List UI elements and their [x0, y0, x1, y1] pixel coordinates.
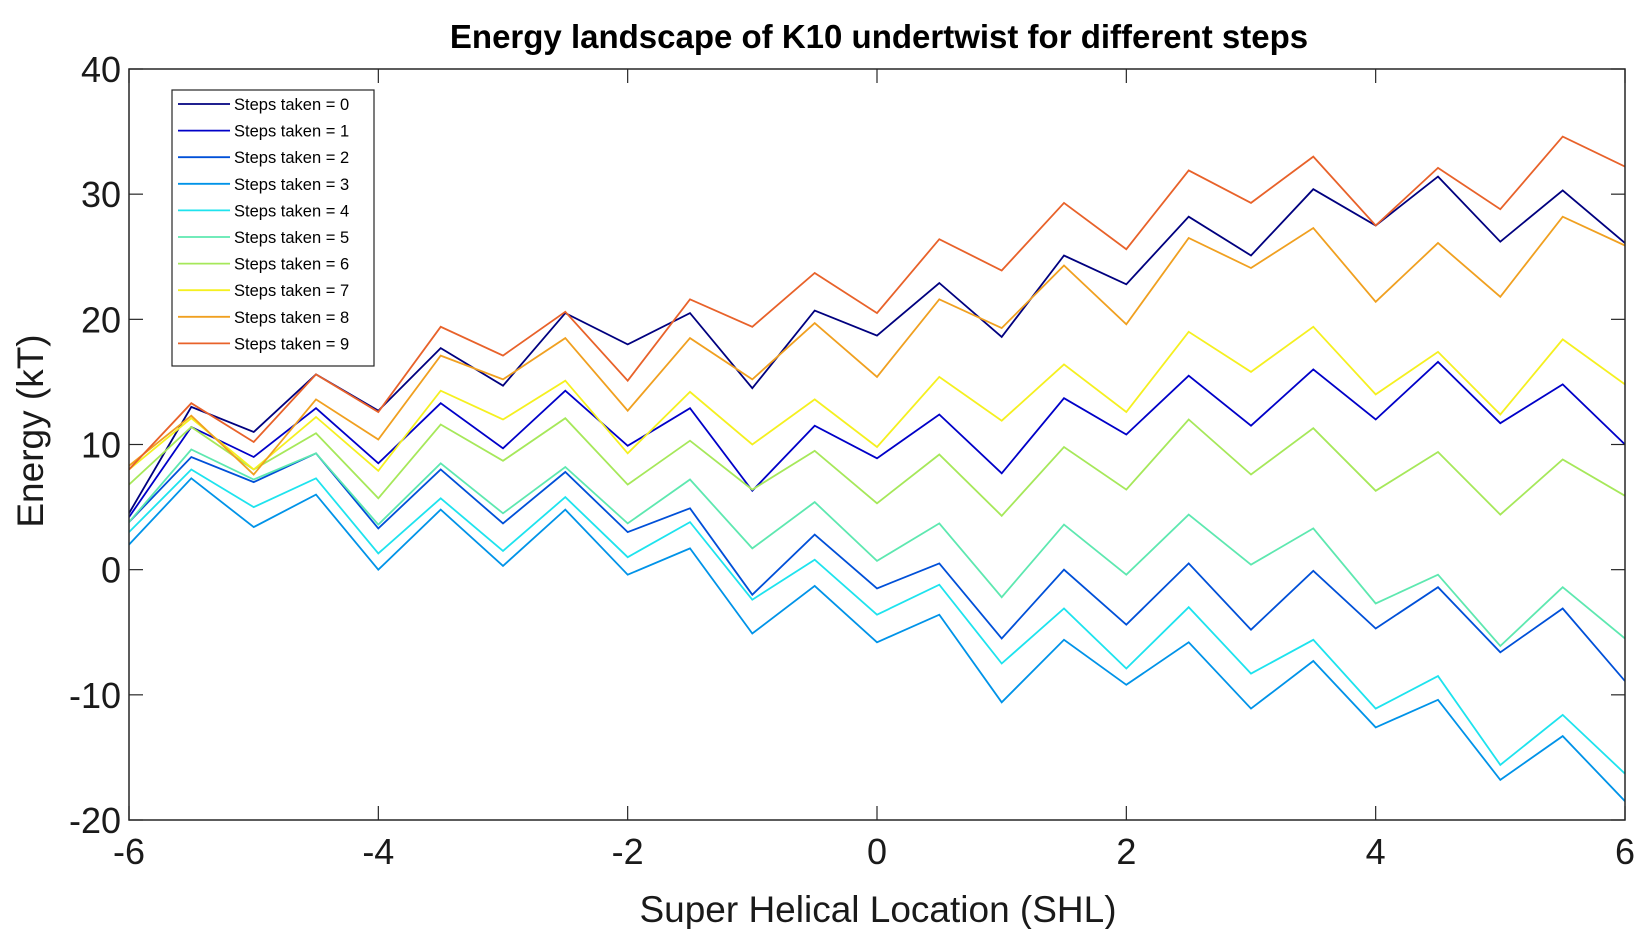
series-line-7: [129, 325, 1625, 473]
x-tick-label: 0: [867, 831, 887, 872]
y-tick-label: 20: [81, 299, 121, 340]
legend-box: [171, 89, 375, 367]
x-tick-label: 6: [1615, 831, 1635, 872]
legend-entry-label: Steps taken = 4: [234, 202, 349, 220]
legend-entry-label: Steps taken = 1: [234, 123, 349, 141]
y-axis-label: Energy (kT): [10, 334, 51, 527]
y-tick-label: 10: [81, 425, 121, 466]
legend-entry-label: Steps taken = 8: [234, 309, 349, 327]
legend-entry-label: Steps taken = 5: [234, 229, 349, 247]
series-line-6: [129, 417, 1625, 518]
series-line-4: [129, 468, 1625, 775]
x-tick-label: 2: [1116, 831, 1136, 872]
y-tick-label: 30: [81, 174, 121, 215]
series-line-3: [129, 477, 1625, 802]
y-tick-label: -10: [69, 675, 121, 716]
legend-entry-label: Steps taken = 3: [234, 176, 349, 194]
y-tick-label: -20: [69, 800, 121, 841]
series-line-9: [129, 135, 1625, 471]
series-group: [129, 135, 1625, 802]
series-line-1: [129, 360, 1625, 518]
chart-title: Energy landscape of K10 undertwist for d…: [450, 18, 1308, 55]
plot-background: [129, 69, 1625, 820]
x-tick-label: -4: [362, 831, 394, 872]
x-tick-label: -6: [113, 831, 145, 872]
x-tick-label: -2: [612, 831, 644, 872]
x-tick-label: 4: [1366, 831, 1386, 872]
y-tick-label: 0: [101, 550, 121, 591]
legend-entry-label: Steps taken = 0: [234, 96, 349, 114]
legend-entry-label: Steps taken = 6: [234, 256, 349, 274]
x-axis-label: Super Helical Location (SHL): [639, 889, 1116, 929]
legend-entry-label: Steps taken = 7: [234, 282, 349, 300]
legend-entry-label: Steps taken = 9: [234, 335, 349, 353]
series-line-8: [129, 215, 1625, 476]
series-line-2: [129, 452, 1625, 682]
series-line-5: [129, 448, 1625, 648]
legend: Steps taken = 0 Steps taken = 1 Steps take…: [171, 89, 375, 367]
legend-entry-label: Steps taken = 2: [234, 149, 349, 167]
y-tick-label: 40: [81, 49, 121, 90]
